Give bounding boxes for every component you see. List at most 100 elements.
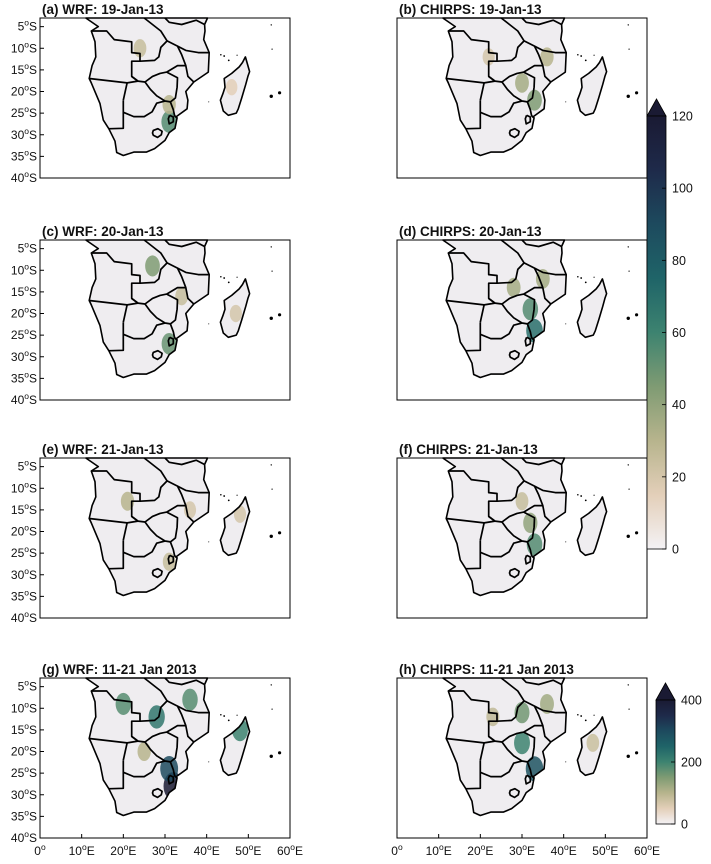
country-border — [89, 470, 141, 524]
africa-coastline — [441, 677, 568, 817]
colorbar-tick-label: 100 — [672, 182, 693, 196]
country-border — [164, 677, 205, 686]
island — [584, 281, 587, 284]
map-panel-5: (e) WRF: 21-Jan-13 5oS 10oS 15oS 20oS 25oS 30o… — [11, 442, 291, 625]
africa-coastline — [85, 17, 210, 157]
island — [580, 277, 583, 279]
country-border — [131, 286, 186, 305]
island — [271, 708, 273, 710]
panel-title: (a) WRF: 19-Jan-13 — [42, 2, 164, 17]
madagascar-coastline — [576, 278, 608, 339]
country-border — [496, 17, 525, 63]
map-panel-1: (a) WRF: 19-Jan-13 5oS 10oS 15oS 20oS 25oS 30o… — [11, 2, 291, 185]
colorbar-tick-label: 20 — [672, 470, 686, 484]
island — [593, 276, 595, 278]
island — [593, 714, 595, 716]
country-border — [177, 45, 210, 54]
island — [271, 488, 273, 490]
island — [277, 313, 282, 317]
country-border — [479, 322, 523, 340]
country-border — [166, 262, 195, 305]
lesotho-border — [508, 127, 520, 139]
island — [269, 94, 273, 98]
colorbar-tick-label: 400 — [681, 694, 702, 708]
y-tick-label: 30oS — [11, 126, 37, 142]
island — [227, 499, 230, 502]
country-border — [166, 480, 195, 523]
colorbar-total: 0 200 400 — [655, 682, 702, 832]
y-tick-label: 25oS — [11, 764, 37, 780]
island — [223, 495, 226, 497]
rainfall-cell — [175, 287, 189, 306]
island — [236, 54, 238, 56]
colorbar-extend-arrow — [655, 682, 676, 701]
x-tick-label: 40oE — [551, 842, 577, 858]
island — [628, 488, 630, 490]
rainfall-cell — [527, 89, 542, 111]
country-border — [177, 705, 210, 714]
country-border — [164, 457, 205, 466]
country-border — [465, 540, 482, 570]
island — [277, 531, 282, 535]
country-border — [108, 100, 125, 130]
country-border — [523, 480, 552, 523]
country-border — [534, 267, 567, 276]
map-panel-2: (b) CHIRPS: 19-Jan-13 — [396, 2, 648, 179]
madagascar-landmass — [577, 496, 607, 556]
island — [577, 275, 579, 278]
y-tick-label: 30oS — [11, 348, 37, 364]
country-border — [479, 760, 523, 778]
x-tick-label: 50oE — [235, 842, 261, 858]
x-tick-label: 20oE — [467, 842, 493, 858]
island — [269, 316, 273, 320]
madagascar-coastline — [219, 278, 251, 339]
x-tick-label: 60oE — [634, 842, 660, 858]
island — [626, 754, 630, 758]
country-border — [139, 17, 168, 63]
country-border — [131, 504, 186, 523]
y-tick-label: 5oS — [18, 18, 37, 34]
island — [580, 55, 583, 57]
y-tick-label: 20oS — [11, 743, 37, 759]
x-tick-label: 20oE — [110, 842, 136, 858]
y-tick-label: 15oS — [11, 721, 37, 737]
island — [269, 754, 273, 758]
y-tick-label: 35oS — [11, 369, 37, 385]
colorbar-tick-label: 80 — [672, 254, 686, 268]
country-border — [166, 700, 195, 743]
africa-coastline — [441, 239, 568, 379]
island — [565, 761, 567, 763]
y-tick-label: 5oS — [18, 458, 37, 474]
island — [220, 713, 222, 716]
panel-title: (h) CHIRPS: 11-21 Jan 2013 — [399, 662, 574, 677]
country-border — [534, 705, 567, 714]
island — [220, 493, 222, 496]
island — [593, 54, 595, 56]
x-tick-label: 40oE — [194, 842, 220, 858]
madagascar-coastline — [219, 56, 251, 117]
rainfall-cell — [148, 705, 165, 729]
x-tick-label: 10oE — [69, 842, 95, 858]
country-border — [524, 114, 532, 125]
island — [628, 270, 630, 272]
y-tick-label: 35oS — [11, 587, 37, 603]
island — [277, 751, 282, 755]
country-border — [488, 504, 543, 523]
lesotho-border — [151, 349, 163, 361]
country-border — [479, 522, 485, 541]
rainfall-cell — [229, 304, 242, 323]
y-tick-label: 10oS — [11, 261, 37, 277]
island — [577, 493, 579, 496]
lesotho-border — [151, 787, 163, 799]
country-border — [122, 82, 128, 101]
y-tick-label: 10oS — [11, 699, 37, 715]
country-border — [177, 485, 210, 494]
island — [227, 59, 230, 62]
island — [627, 246, 629, 248]
island — [634, 531, 639, 535]
madagascar-coastline — [219, 716, 251, 777]
y-tick-label: 5oS — [18, 240, 37, 256]
country-border — [534, 45, 567, 54]
country-border — [534, 485, 567, 494]
